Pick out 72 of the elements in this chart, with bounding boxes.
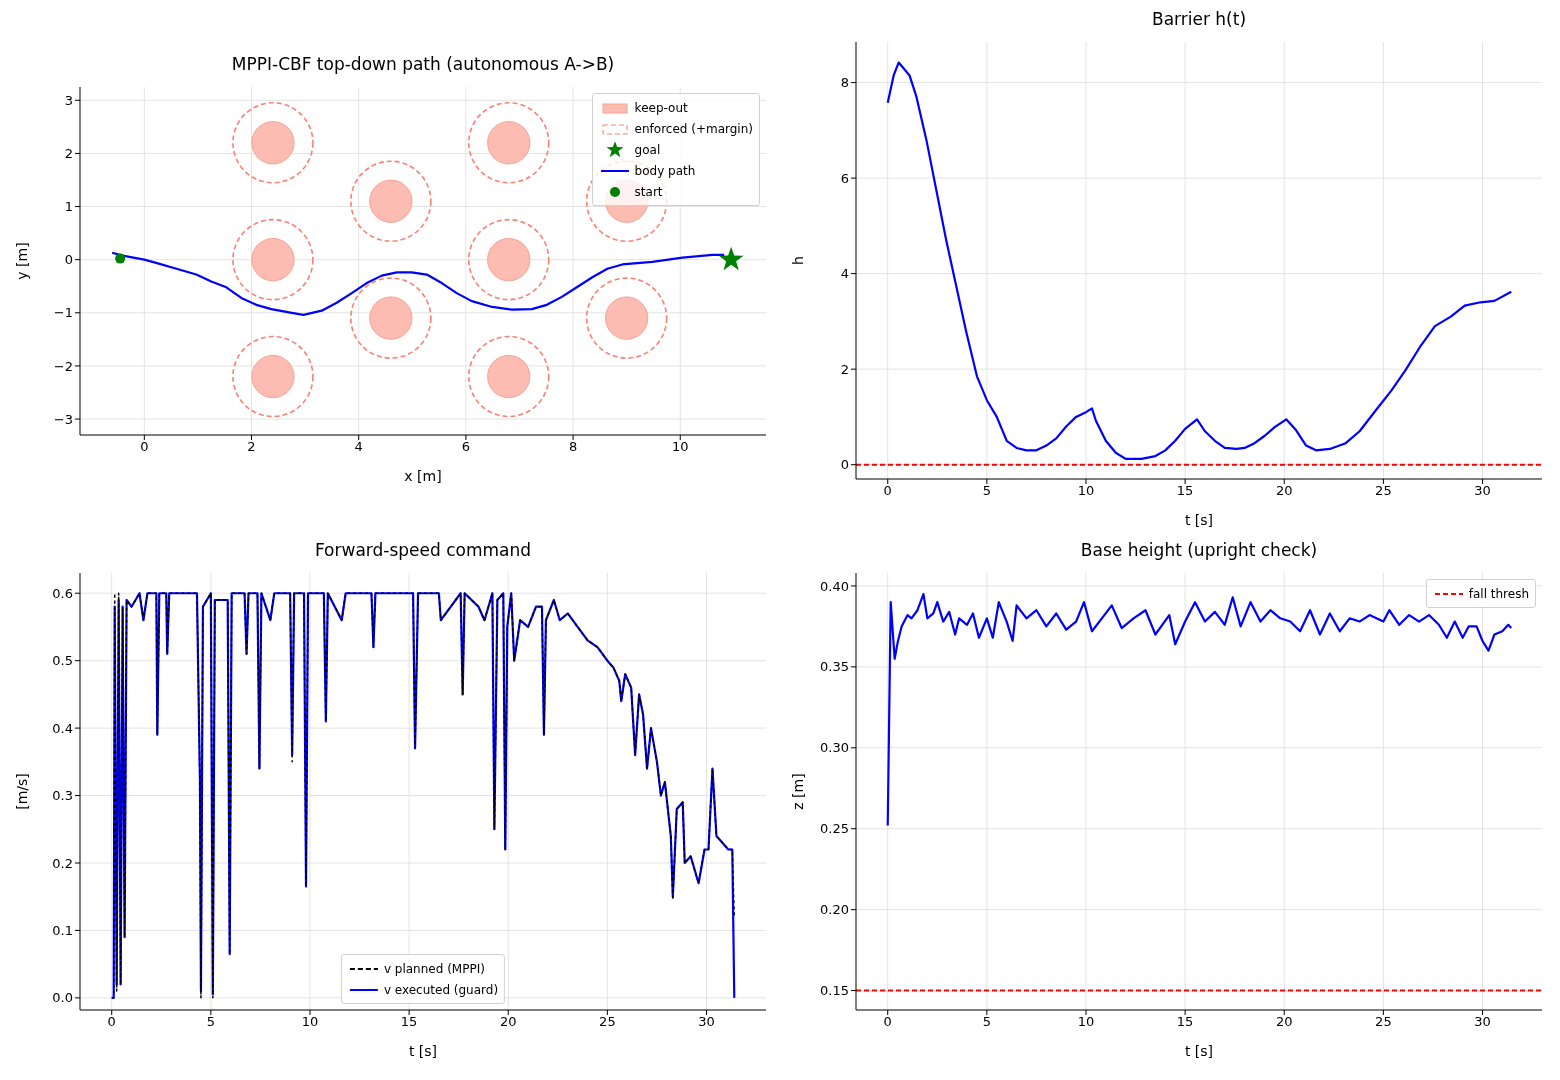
x-axis-title: x [m]: [404, 468, 442, 484]
y-tick-label: 0.0: [52, 990, 73, 1006]
y-tick-label: 0: [64, 252, 73, 268]
x-tick-label: 15: [1176, 483, 1194, 499]
x-tick-label: 8: [568, 439, 578, 455]
x-axis-title: t [s]: [1184, 1043, 1214, 1059]
x-tick-label: 20: [1275, 1014, 1293, 1030]
x-axis-title: t [s]: [408, 1043, 438, 1059]
x-tick-label: 15: [400, 1014, 418, 1030]
x-tick-label: 30: [1474, 1014, 1491, 1030]
legend-label: start: [634, 184, 663, 199]
x-tick-label: 25: [1375, 483, 1392, 499]
y-tick-label: 0.2: [52, 855, 73, 871]
x-tick-label: 10: [671, 439, 689, 455]
x-tick-label: 6: [461, 439, 471, 455]
x-tick-label: 30: [1474, 483, 1491, 499]
legend-label: v executed (guard): [383, 982, 499, 997]
x-tick-label: 30: [698, 1014, 715, 1030]
x-tick-label: 4: [354, 439, 363, 455]
x-tick-label: 20: [1275, 483, 1293, 499]
legend-label: v planned (MPPI): [383, 961, 485, 976]
y-tick-label: 6: [840, 170, 849, 186]
x-tick-label: 5: [982, 483, 991, 499]
x-tick-label: 0: [140, 439, 149, 455]
x-tick-label: 5: [982, 1014, 991, 1030]
y-tick-label: −2: [53, 358, 73, 374]
x-tick-label: 2: [247, 439, 256, 455]
x-tick-label: 0: [883, 483, 892, 499]
y-tick-label: 1: [64, 199, 73, 215]
y-tick-label: 0.5: [52, 653, 73, 669]
legend-label: enforced (+margin): [634, 121, 753, 136]
y-tick-label: 0.35: [820, 659, 849, 675]
y-tick-label: 0.25: [820, 821, 849, 837]
chart-title: Forward-speed command: [313, 539, 533, 562]
y-tick-label: 0.40: [820, 578, 849, 594]
x-tick-label: 5: [206, 1014, 215, 1030]
x-tick-label: 10: [301, 1014, 319, 1030]
y-tick-label: 0: [840, 457, 849, 473]
y-tick-label: 0.15: [820, 983, 849, 999]
x-tick-label: 10: [1077, 483, 1095, 499]
y-tick-label: 0.4: [52, 720, 73, 736]
y-tick-label: 0.20: [820, 902, 849, 918]
y-tick-label: 0.6: [52, 585, 73, 601]
y-tick-label: 3: [64, 92, 73, 108]
x-tick-label: 25: [1375, 1014, 1392, 1030]
x-tick-label: 10: [1077, 1014, 1095, 1030]
y-tick-label: 0.30: [820, 740, 849, 756]
y-axis-title: y [m]: [14, 242, 30, 280]
y-tick-label: −1: [53, 305, 73, 321]
y-axis-title: h: [790, 256, 806, 265]
y-tick-label: 0.3: [52, 788, 73, 804]
y-tick-label: 4: [840, 266, 849, 282]
x-tick-label: 15: [1176, 1014, 1194, 1030]
y-tick-label: −3: [53, 411, 73, 427]
legend-label: goal: [634, 142, 661, 157]
legend-label: body path: [634, 163, 696, 178]
legend-label: fall thresh: [1468, 586, 1529, 601]
x-tick-label: 0: [883, 1014, 892, 1030]
chart-title: MPPI-CBF top-down path (autonomous A->B): [230, 53, 616, 76]
y-axis-title: [m/s]: [14, 773, 30, 810]
y-tick-label: 2: [64, 146, 73, 162]
chart-title: Barrier h(t): [1150, 8, 1247, 31]
chart-title: Base height (upright check): [1079, 539, 1319, 562]
x-axis-title: t [s]: [1184, 512, 1214, 528]
y-tick-label: 8: [840, 75, 849, 91]
x-tick-label: 25: [599, 1014, 616, 1030]
y-axis-title: z [m]: [790, 773, 806, 810]
legend-label: keep-out: [634, 100, 688, 115]
y-tick-label: 0.1: [52, 923, 73, 939]
x-tick-label: 20: [499, 1014, 517, 1030]
x-tick-label: 0: [107, 1014, 116, 1030]
y-tick-label: 2: [840, 361, 849, 377]
